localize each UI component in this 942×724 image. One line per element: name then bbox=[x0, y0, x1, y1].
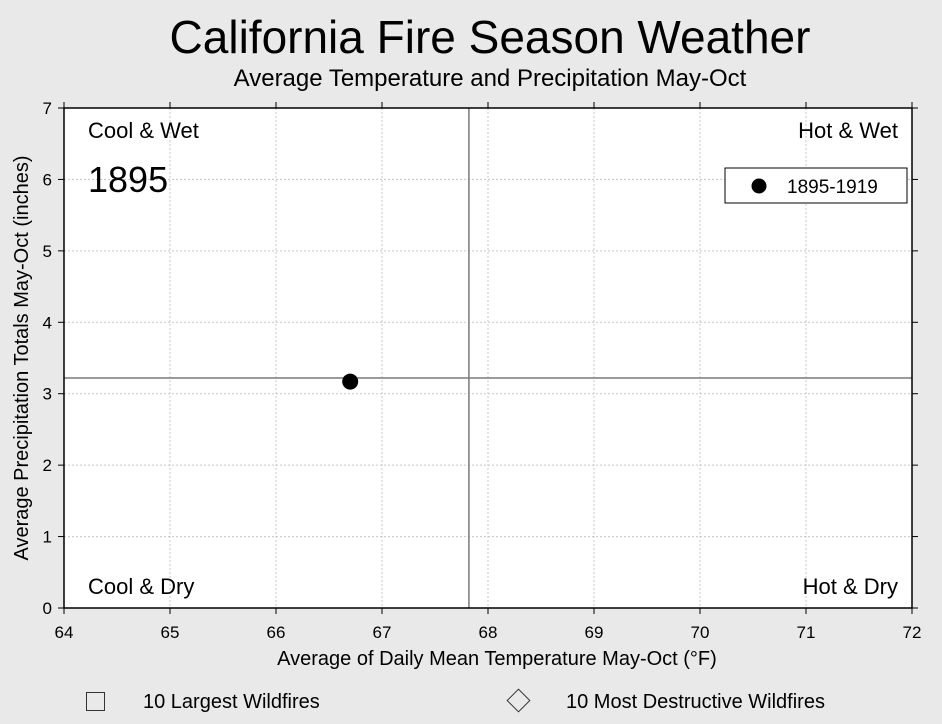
x-tick-label: 69 bbox=[585, 623, 604, 642]
destructive-wildfires-label: 10 Most Destructive Wildfires bbox=[566, 691, 825, 713]
y-axis-label: Average Precipitation Totals May-Oct (in… bbox=[11, 156, 33, 561]
x-axis-ticks: 64 65 66 67 68 69 70 71 72 bbox=[55, 102, 922, 642]
quadrant-labels: Cool & Wet Hot & Wet Cool & Dry Hot & Dry bbox=[88, 118, 898, 599]
x-tick-label: 68 bbox=[479, 623, 498, 642]
y-tick-label: 4 bbox=[43, 313, 52, 332]
y-tick-label: 3 bbox=[43, 385, 52, 404]
y-axis-ticks: 0 1 2 3 4 5 6 7 bbox=[43, 99, 918, 618]
data-point bbox=[342, 373, 359, 390]
x-tick-label: 65 bbox=[161, 623, 180, 642]
chart-title: California Fire Season Weather bbox=[169, 11, 811, 63]
reference-lines bbox=[64, 108, 912, 608]
quadrant-label-cool-wet: Cool & Wet bbox=[88, 118, 199, 143]
data-points bbox=[342, 373, 359, 390]
y-tick-label: 6 bbox=[43, 170, 52, 189]
quadrant-label-hot-wet: Hot & Wet bbox=[798, 118, 898, 143]
y-tick-label: 0 bbox=[43, 599, 52, 618]
y-tick-label: 1 bbox=[43, 528, 52, 547]
year-label: 1895 bbox=[88, 159, 168, 200]
chart-subtitle: Average Temperature and Precipitation Ma… bbox=[233, 65, 747, 92]
x-axis-label: Average of Daily Mean Temperature May-Oc… bbox=[277, 648, 717, 670]
x-tick-label: 67 bbox=[373, 623, 392, 642]
legend: 1895-1919 bbox=[724, 167, 908, 204]
square-marker-icon bbox=[86, 692, 105, 711]
x-tick-label: 72 bbox=[903, 623, 922, 642]
y-tick-label: 7 bbox=[43, 99, 52, 118]
x-tick-label: 71 bbox=[797, 623, 816, 642]
quadrant-label-cool-dry: Cool & Dry bbox=[88, 574, 194, 599]
y-tick-label: 2 bbox=[43, 456, 52, 475]
x-tick-label: 64 bbox=[55, 623, 74, 642]
largest-wildfires-label: 10 Largest Wildfires bbox=[143, 691, 320, 713]
legend-marker bbox=[751, 178, 767, 194]
x-tick-label: 70 bbox=[691, 623, 710, 642]
legend-entry-label: 1895-1919 bbox=[787, 177, 878, 198]
quadrant-label-hot-dry: Hot & Dry bbox=[803, 574, 898, 599]
x-tick-label: 66 bbox=[267, 623, 286, 642]
diamond-marker-icon bbox=[506, 688, 531, 713]
wildfire-legend: 10 Largest Wildfires 10 Most Destructive… bbox=[0, 682, 942, 724]
y-tick-label: 5 bbox=[43, 242, 52, 261]
